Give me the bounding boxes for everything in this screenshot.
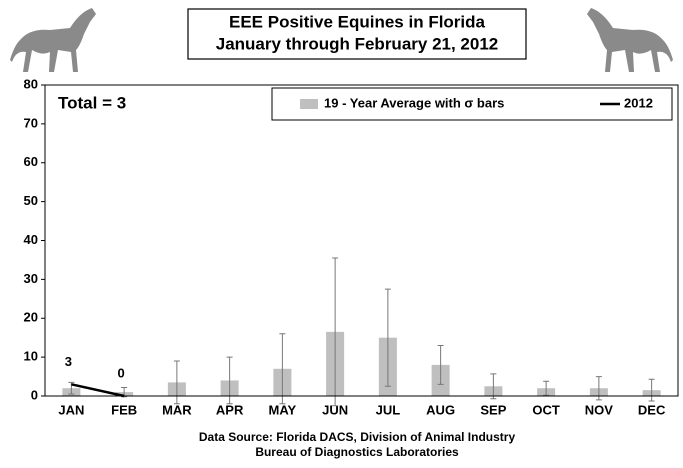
chart: EEE Positive Equines in Florida January …: [0, 0, 683, 468]
x-tick-label: APR: [216, 402, 244, 417]
y-tick-label: 50: [24, 193, 38, 208]
annotation: Total = 3: [58, 93, 126, 112]
x-tick-label: MAR: [162, 402, 192, 417]
source-note: Data Source: Florida DACS, Division of A…: [199, 430, 516, 444]
y-tick-label: 10: [24, 349, 38, 364]
chart-title: EEE Positive Equines in Florida: [229, 12, 486, 31]
x-tick-label: FEB: [111, 402, 137, 417]
x-tick-label: DEC: [638, 402, 666, 417]
background: [0, 0, 683, 468]
x-tick-label: NOV: [585, 402, 614, 417]
y-tick-label: 80: [24, 76, 38, 91]
y-tick-label: 60: [24, 154, 38, 169]
y-tick-label: 40: [24, 232, 38, 247]
y-tick-label: 30: [24, 271, 38, 286]
data-label: 0: [118, 365, 125, 380]
x-tick-label: JUL: [376, 402, 401, 417]
x-tick-label: MAY: [269, 402, 297, 417]
x-tick-label: OCT: [532, 402, 560, 417]
y-tick-label: 0: [31, 387, 38, 402]
x-tick-label: SEP: [480, 402, 506, 417]
y-tick-label: 20: [24, 310, 38, 325]
legend-swatch: [300, 99, 318, 109]
chart-subtitle: January through February 21, 2012: [216, 34, 499, 53]
y-tick-label: 70: [24, 115, 38, 130]
source-note: Bureau of Diagnostics Laboratories: [255, 445, 459, 459]
data-label: 3: [65, 354, 72, 369]
x-tick-label: AUG: [426, 402, 455, 417]
legend-label: 19 - Year Average with σ bars: [324, 95, 504, 110]
x-tick-label: JAN: [58, 402, 84, 417]
legend-label: 2012: [624, 95, 653, 110]
